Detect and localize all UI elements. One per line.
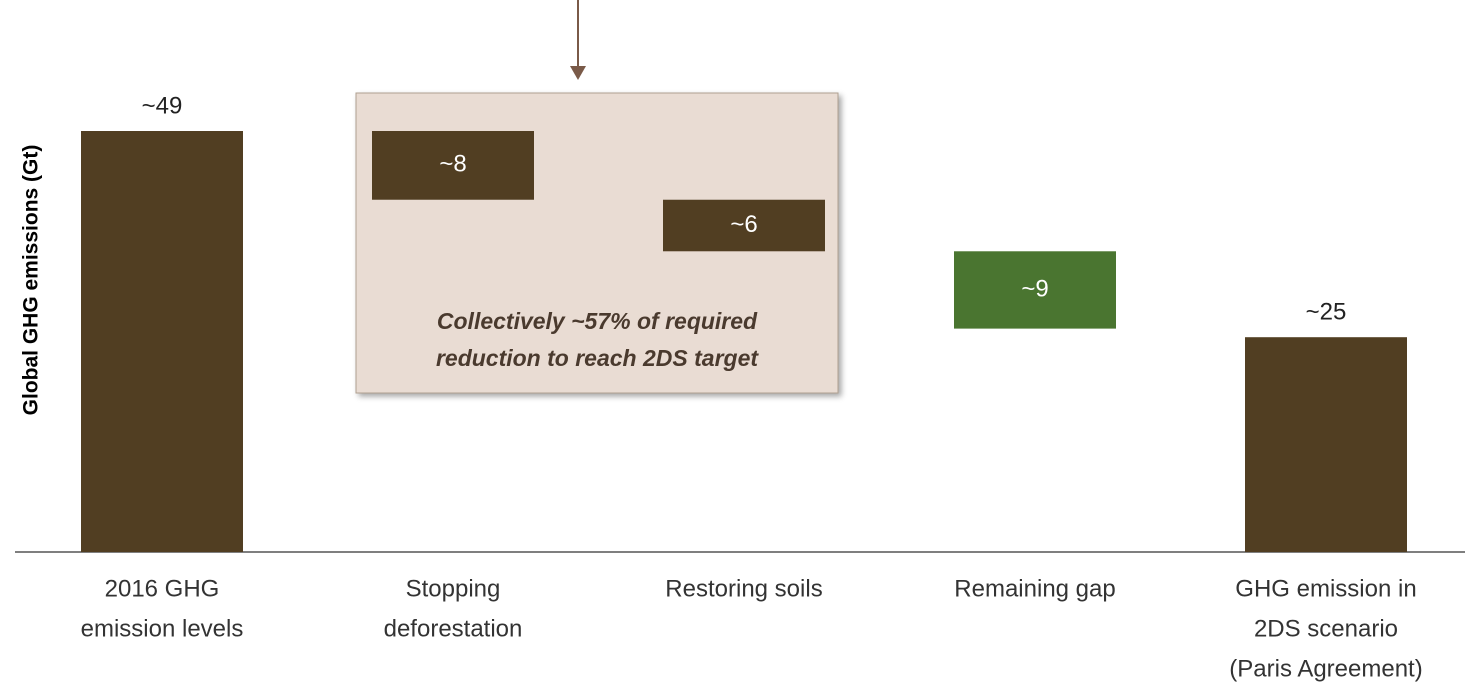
x-tick-label: 2016 GHG xyxy=(105,575,220,602)
x-tick-label: (Paris Agreement) xyxy=(1229,655,1422,682)
value-label: ~6 xyxy=(730,211,757,238)
y-axis-label: Global GHG emissions (Gt) xyxy=(20,145,43,416)
x-tick-label: deforestation xyxy=(384,615,523,642)
value-label: ~25 xyxy=(1306,299,1347,326)
bar xyxy=(954,251,1116,329)
bar xyxy=(81,131,243,552)
annotation-line: reduction to reach 2DS target xyxy=(436,345,759,371)
x-tick-label: Stopping xyxy=(406,575,501,602)
bar xyxy=(372,131,534,200)
value-label: ~8 xyxy=(439,151,466,178)
bar xyxy=(663,199,825,252)
arrow-head xyxy=(570,66,586,80)
x-tick-label: GHG emission in xyxy=(1235,575,1416,602)
x-tick-label: Restoring soils xyxy=(665,575,822,602)
x-tick-label: 2DS scenario xyxy=(1254,615,1398,642)
x-tick-label: Remaining gap xyxy=(954,575,1115,602)
annotation-line: Collectively ~57% of required xyxy=(437,308,758,334)
value-label: ~49 xyxy=(142,92,183,119)
bar xyxy=(1245,337,1407,552)
value-label: ~9 xyxy=(1021,275,1048,302)
x-tick-label: emission levels xyxy=(81,615,244,642)
